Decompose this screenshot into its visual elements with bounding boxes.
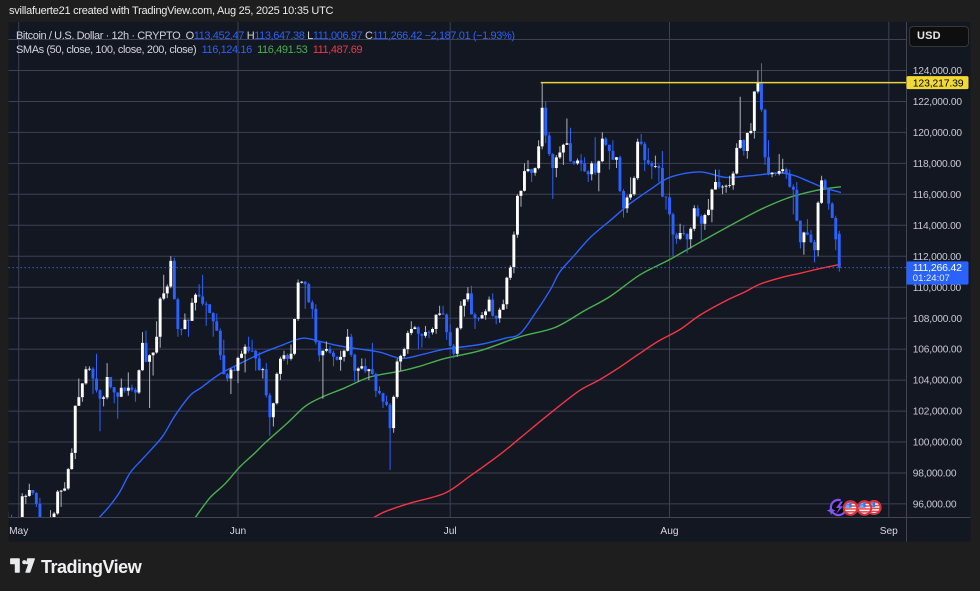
svg-text:124,000.00: 124,000.00 bbox=[913, 66, 963, 77]
svg-text:01:24:07: 01:24:07 bbox=[913, 273, 950, 284]
svg-text:102,000.00: 102,000.00 bbox=[913, 407, 963, 418]
svg-text:114,000.00: 114,000.00 bbox=[913, 221, 962, 232]
svg-text:100,000.00: 100,000.00 bbox=[913, 438, 963, 449]
svg-text:Jun: Jun bbox=[230, 526, 246, 537]
svg-text:98,000.00: 98,000.00 bbox=[913, 469, 957, 480]
svg-text:104,000.00: 104,000.00 bbox=[913, 376, 963, 387]
svg-text:108,000.00: 108,000.00 bbox=[913, 314, 963, 325]
svg-text:Aug: Aug bbox=[660, 526, 678, 537]
svg-text:110,000.00: 110,000.00 bbox=[913, 283, 962, 294]
svg-text:112,000.00: 112,000.00 bbox=[913, 252, 962, 263]
svg-text:111,266.42: 111,266.42 bbox=[913, 262, 962, 274]
svg-text:106,000.00: 106,000.00 bbox=[913, 345, 963, 356]
svg-text:May: May bbox=[9, 526, 29, 537]
svg-text:116,000.00: 116,000.00 bbox=[913, 190, 962, 201]
svg-text:120,000.00: 120,000.00 bbox=[913, 128, 963, 139]
svg-text:Jul: Jul bbox=[444, 526, 457, 537]
svg-text:123,217.39: 123,217.39 bbox=[913, 77, 964, 89]
svg-text:Sep: Sep bbox=[880, 526, 898, 537]
svg-text:118,000.00: 118,000.00 bbox=[913, 159, 962, 170]
svg-text:122,000.00: 122,000.00 bbox=[913, 97, 963, 108]
svg-text:96,000.00: 96,000.00 bbox=[913, 500, 957, 511]
